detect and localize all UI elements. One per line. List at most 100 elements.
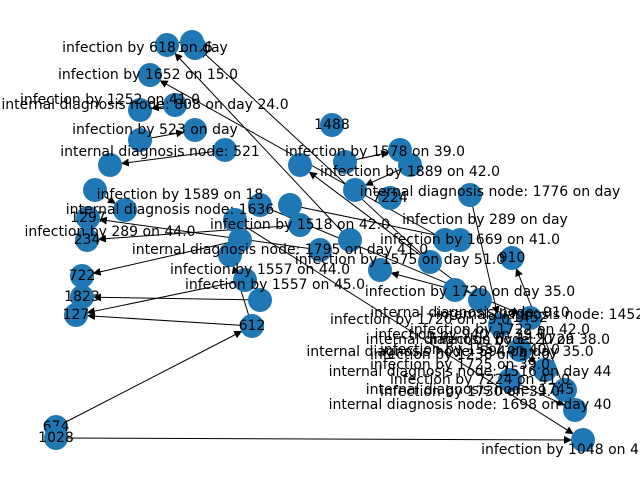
edge-label: infection by 940 on 39.0: [374, 327, 545, 343]
graph-node[interactable]: [180, 30, 204, 54]
edge-label: infection by 1048 on 4: [481, 442, 639, 458]
node-circle: [98, 153, 122, 177]
graph-edge: [174, 53, 351, 241]
graph-node[interactable]: [368, 258, 392, 282]
graph-node[interactable]: [343, 178, 367, 202]
node-circle: [518, 306, 542, 330]
labels-layer: infection by 618 on day infection by 1652…: [1, 40, 640, 458]
edge-label: infection by 1578 on 39.0: [285, 144, 465, 160]
node-circle: [233, 268, 257, 292]
graph-node[interactable]: [163, 93, 187, 117]
node-circle: [333, 150, 357, 174]
graph-node[interactable]: [83, 178, 107, 202]
edge-label: infection by 523 on day: [72, 122, 238, 138]
graph-node[interactable]: [248, 288, 272, 312]
edge-label: infection by 1252 on 41.0: [20, 92, 200, 108]
graph-node[interactable]: 7224: [372, 186, 408, 210]
graph-node[interactable]: [533, 358, 557, 382]
edge-label: infection by 1557 on 45.0: [185, 277, 365, 293]
graph-node[interactable]: [278, 193, 302, 217]
graph-node[interactable]: [338, 228, 362, 252]
graph-node[interactable]: [223, 208, 247, 232]
node-circle: [83, 178, 107, 202]
node-circle: [320, 113, 344, 137]
graph-node[interactable]: 612: [239, 314, 266, 338]
graph-node[interactable]: [228, 228, 252, 252]
graph-node[interactable]: 910: [499, 246, 526, 270]
node-label: 722: [69, 268, 96, 284]
node-label: 1297: [70, 210, 106, 226]
node-label: 7224: [372, 190, 408, 206]
graph-node[interactable]: [213, 138, 237, 162]
node-circle: [343, 178, 367, 202]
graph-node[interactable]: [468, 288, 492, 312]
graph-node[interactable]: 127: [63, 303, 90, 327]
edge-label: infection by 1557 on 44.0: [170, 262, 350, 278]
graph-node[interactable]: [488, 313, 512, 337]
nodes-layer: 6741028612182312772223412971488722416369…: [38, 30, 595, 452]
edge-label: infection by 1720 on 39.0: [330, 312, 510, 328]
graph-node[interactable]: [333, 150, 357, 174]
graph-node[interactable]: [418, 250, 442, 274]
node-circle: [155, 33, 179, 57]
graph-node[interactable]: [458, 183, 482, 207]
node-circle: [443, 278, 467, 302]
graph-edge: [120, 149, 226, 167]
graph-node[interactable]: [128, 98, 152, 122]
edge-label: infection by 1120 on 38.0: [430, 332, 610, 348]
graph-node[interactable]: 1297: [70, 206, 106, 230]
graph-node[interactable]: [498, 368, 522, 392]
edge-label: internal diagnosis node: 1636: [66, 202, 275, 218]
graph-edge: [86, 279, 246, 316]
node-circle: [500, 246, 524, 270]
graph-node[interactable]: [138, 63, 162, 87]
graph-node[interactable]: [288, 213, 312, 237]
graph-node[interactable]: [288, 153, 312, 177]
graph-node[interactable]: [433, 228, 457, 252]
graph-node[interactable]: 1028: [38, 426, 74, 450]
graph-edge: [55, 331, 243, 428]
node-circle: [458, 183, 482, 207]
graph-node[interactable]: [248, 193, 272, 217]
edge-label: internal diagnosis node: 808 on day 24.0: [1, 97, 288, 113]
graph-node[interactable]: [155, 33, 179, 57]
graph-node[interactable]: [128, 128, 152, 152]
graph-node[interactable]: [233, 268, 257, 292]
edge-label: internal diagnosis node: 910: [370, 305, 570, 321]
graph-node[interactable]: [508, 338, 532, 362]
node-circle: [44, 426, 68, 450]
graph-node[interactable]: 234: [74, 228, 101, 252]
graph-node[interactable]: [571, 428, 595, 452]
graph-node[interactable]: [553, 378, 577, 402]
edge-label: internal diagnosis node: 594 on day 35.0: [306, 344, 593, 360]
graph-node[interactable]: [398, 153, 422, 177]
edge-label: infection by 1575 on day 51.0: [295, 252, 505, 268]
graph-node[interactable]: 1452: [512, 306, 548, 330]
graph-node[interactable]: [308, 238, 332, 262]
node-circle: [248, 193, 272, 217]
graph-node[interactable]: [563, 398, 587, 422]
node-circle: [563, 398, 587, 422]
node-circle: [368, 258, 392, 282]
graph-edge: [98, 216, 321, 251]
graph-node[interactable]: 1488: [314, 113, 350, 137]
graph-node[interactable]: [183, 118, 207, 142]
node-circle: [228, 228, 252, 252]
graph-node[interactable]: [443, 278, 467, 302]
node-circle: [288, 213, 312, 237]
node-circle: [498, 368, 522, 392]
node-label: 1452: [512, 310, 548, 326]
graph-edge: [86, 312, 253, 327]
graph-node[interactable]: 722: [69, 264, 96, 288]
node-circle: [180, 30, 204, 54]
graph-node[interactable]: [113, 198, 137, 222]
edge-label: infection by 7224 on 41.0: [390, 372, 570, 388]
node-circle: [278, 193, 302, 217]
graph-edge: [92, 239, 241, 276]
edge-label: infection by 289 on 44.0: [24, 224, 195, 240]
node-circle: [433, 228, 457, 252]
node-label: 1488: [314, 117, 350, 133]
edge-label: infection by 1236 on 41.0: [370, 347, 550, 363]
graph-node[interactable]: [98, 153, 122, 177]
node-circle: [183, 118, 207, 142]
